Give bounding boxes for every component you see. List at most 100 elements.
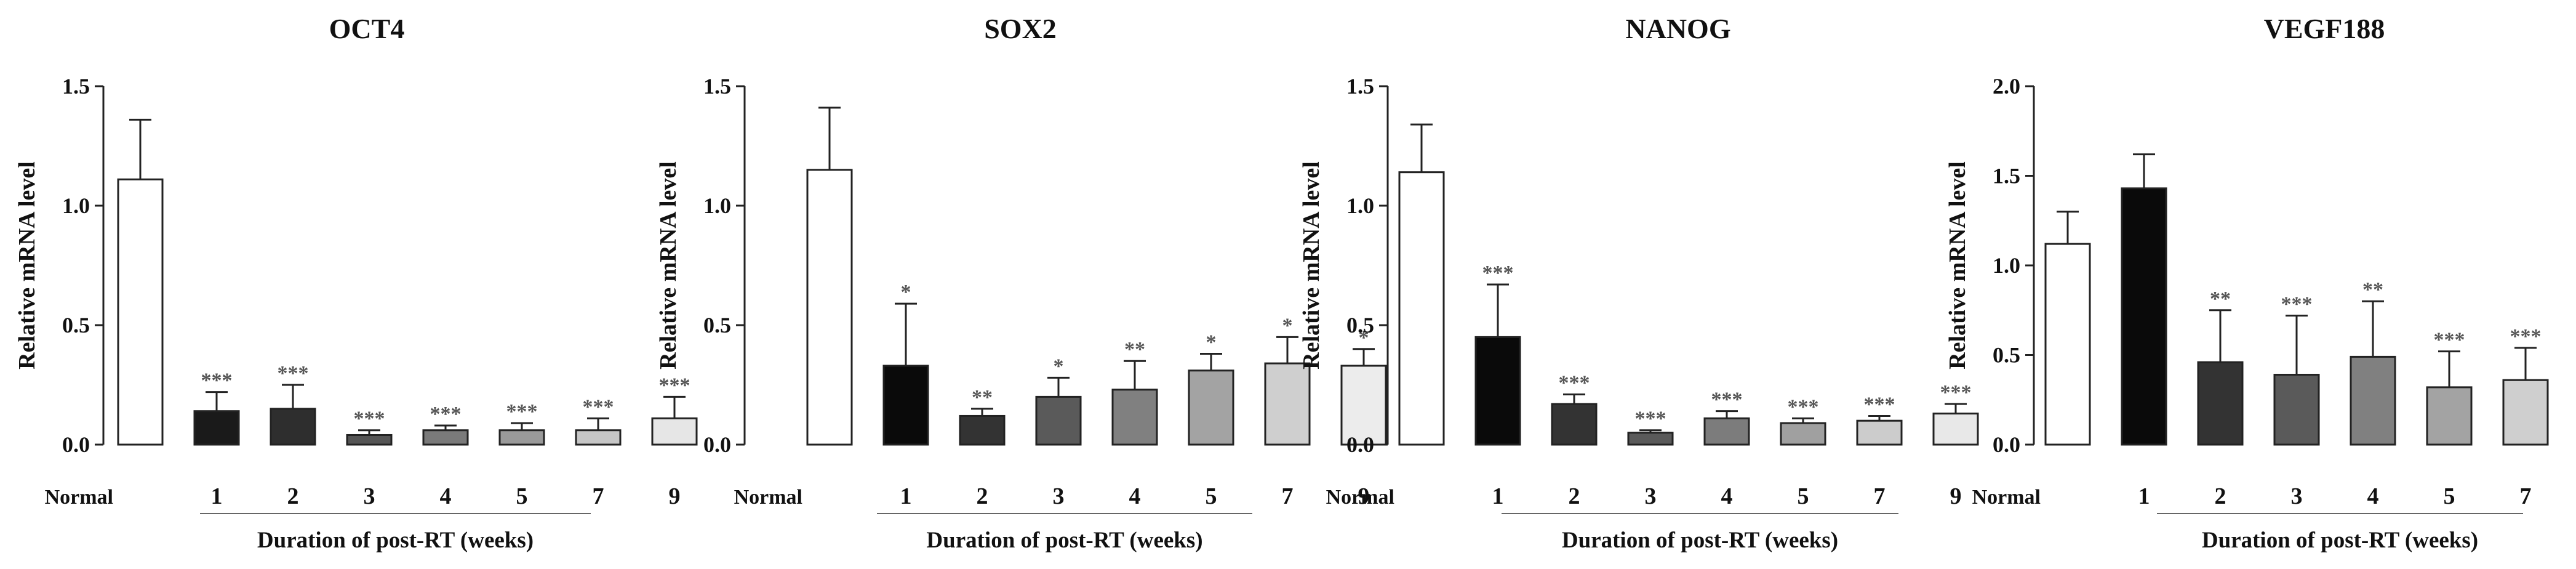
significance-label: *** bbox=[1635, 408, 1666, 430]
significance-label: *** bbox=[354, 408, 385, 430]
x-category-label: 3 bbox=[2291, 483, 2303, 509]
bar bbox=[1551, 403, 1598, 446]
bar bbox=[498, 429, 545, 446]
bar bbox=[1035, 395, 1082, 446]
y-axis-label: Relative mRNA level bbox=[1945, 161, 1970, 369]
chart-title: NANOG bbox=[1625, 13, 1730, 44]
significance-label: *** bbox=[278, 362, 309, 385]
significance-label: *** bbox=[430, 403, 462, 426]
significance-label: ** bbox=[1124, 338, 1145, 361]
bar bbox=[270, 408, 316, 446]
x-axis-label: Duration of post-RT (weeks) bbox=[257, 528, 534, 553]
x-category-label: 9 bbox=[1950, 483, 1962, 509]
significance-label: ** bbox=[972, 386, 993, 409]
y-tick-label: 2.0 bbox=[1993, 74, 2020, 99]
significance-label: ** bbox=[2362, 278, 2383, 301]
y-tick-label: 1.5 bbox=[1993, 164, 2020, 188]
bar bbox=[2273, 374, 2320, 446]
bar bbox=[882, 365, 929, 446]
bar bbox=[2197, 361, 2244, 446]
significance-label: ** bbox=[2210, 288, 2231, 310]
bar bbox=[806, 169, 853, 446]
x-category-label: 4 bbox=[1129, 483, 1141, 509]
significance-label: * bbox=[1282, 314, 1293, 337]
bar bbox=[1627, 432, 1674, 446]
x-category-label: 3 bbox=[1645, 483, 1657, 509]
bar bbox=[1188, 369, 1234, 446]
x-category-label: 2 bbox=[1569, 483, 1580, 509]
bar bbox=[2121, 187, 2167, 446]
y-tick-label: 0.5 bbox=[62, 313, 90, 337]
y-tick-label: 1.0 bbox=[1346, 193, 1374, 218]
significance-label: *** bbox=[2510, 325, 2542, 348]
x-category-label: 3 bbox=[1053, 483, 1065, 509]
chart-panel-oct4: OCT4 Relative mRNA level 0.0 0.5 1.0 1.5 Norma… bbox=[14, 13, 698, 553]
x-category-label: 4 bbox=[1721, 483, 1733, 509]
bar bbox=[1703, 417, 1750, 446]
bar bbox=[1856, 419, 1903, 446]
y-tick-label: 0.0 bbox=[1346, 432, 1374, 457]
x-category-label: 1 bbox=[211, 483, 223, 509]
significance-label: *** bbox=[2434, 329, 2465, 352]
significance-label: * bbox=[901, 281, 911, 304]
x-category-label: 7 bbox=[2520, 483, 2532, 509]
x-category-label: 1 bbox=[900, 483, 912, 509]
significance-label: * bbox=[1054, 355, 1064, 377]
bar bbox=[2502, 379, 2549, 446]
significance-label: *** bbox=[1940, 381, 1972, 404]
significance-label: *** bbox=[506, 400, 538, 423]
y-tick-label: 0.0 bbox=[1993, 432, 2020, 457]
significance-label: *** bbox=[2281, 293, 2313, 315]
x-category-label: 2 bbox=[977, 483, 988, 509]
chart-title: SOX2 bbox=[984, 13, 1057, 44]
significance-label: * bbox=[1206, 331, 1217, 354]
x-category-label: 5 bbox=[1798, 483, 1809, 509]
significance-label: * bbox=[1359, 326, 1369, 349]
bar bbox=[422, 429, 469, 446]
bar bbox=[2426, 386, 2473, 446]
y-tick-label: 0.5 bbox=[1346, 313, 1374, 337]
bar bbox=[2350, 355, 2396, 446]
significance-label: *** bbox=[1711, 389, 1743, 411]
x-category-label: 7 bbox=[1282, 483, 1294, 509]
bar bbox=[2044, 243, 2091, 446]
x-category-label: 7 bbox=[1874, 483, 1886, 509]
bar bbox=[1932, 413, 1979, 446]
y-axis-label: Relative mRNA level bbox=[14, 161, 40, 369]
bar bbox=[1780, 422, 1826, 446]
chart-title: VEGF188 bbox=[2264, 13, 2385, 44]
significance-label: *** bbox=[583, 395, 614, 418]
bar bbox=[1264, 362, 1311, 446]
y-tick-label: 1.0 bbox=[1993, 253, 2020, 278]
bar bbox=[959, 414, 1006, 446]
bar bbox=[1474, 336, 1521, 446]
y-tick-label: 0.5 bbox=[1993, 343, 2020, 368]
x-category-label: 5 bbox=[1206, 483, 1217, 509]
bar bbox=[651, 417, 698, 446]
x-axis-label: Duration of post-RT (weeks) bbox=[926, 528, 1202, 553]
x-category-label: 3 bbox=[364, 483, 375, 509]
x-category-label: Normal bbox=[734, 486, 802, 509]
y-axis-label: Relative mRNA level bbox=[1298, 161, 1324, 369]
bar bbox=[575, 429, 622, 446]
bar bbox=[1398, 171, 1445, 446]
y-tick-label: 0.0 bbox=[62, 432, 90, 457]
significance-label: *** bbox=[1788, 395, 1819, 418]
bar bbox=[117, 178, 164, 446]
x-category-label: 4 bbox=[440, 483, 452, 509]
chart-panel-sox2: SOX2 Relative mRNA level 0.0 0.5 1.0 1.5 Norma… bbox=[655, 13, 1387, 553]
bar bbox=[193, 410, 240, 446]
y-tick-label: 1.0 bbox=[62, 193, 90, 218]
significance-label: *** bbox=[1482, 262, 1514, 284]
x-axis-label: Duration of post-RT (weeks) bbox=[1562, 528, 1838, 553]
significance-label: *** bbox=[659, 374, 690, 397]
x-category-label: 1 bbox=[1492, 483, 1504, 509]
significance-label: *** bbox=[1559, 372, 1590, 395]
bar bbox=[1111, 389, 1158, 446]
x-category-label: 5 bbox=[2444, 483, 2455, 509]
x-category-label: 1 bbox=[2138, 483, 2150, 509]
x-category-label: 2 bbox=[287, 483, 299, 509]
x-category-label: 9 bbox=[669, 483, 681, 509]
x-category-label: 5 bbox=[516, 483, 528, 509]
